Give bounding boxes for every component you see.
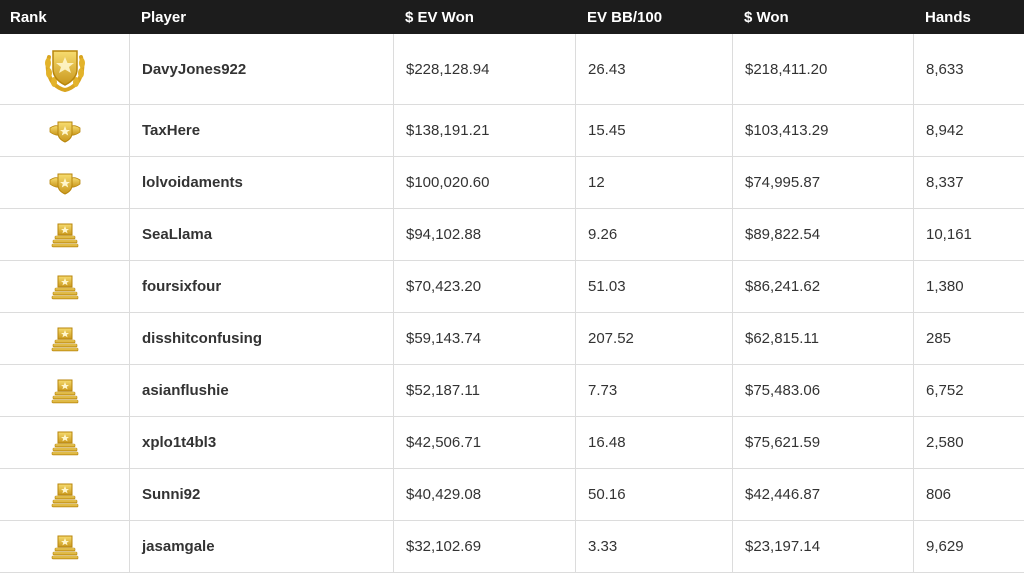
ev-bb100-value: 16.48 — [575, 417, 732, 468]
player-name[interactable]: disshitconfusing — [129, 313, 393, 364]
won-value: $42,446.87 — [732, 469, 913, 520]
ev-bb100-value: 3.33 — [575, 521, 732, 572]
player-name[interactable]: jasamgale — [129, 521, 393, 572]
table-row[interactable]: foursixfour $70,423.20 51.03 $86,241.62 1,38… — [0, 261, 1024, 313]
table-row[interactable]: disshitconfusing $59,143.74 207.52 $62,815.… — [0, 313, 1024, 365]
header-ev-bb100[interactable]: EV BB/100 — [587, 8, 663, 26]
ev-bb100-value: 9.26 — [575, 209, 732, 260]
won-value: $75,621.59 — [732, 417, 913, 468]
winged-badge-icon — [0, 157, 129, 208]
header-rank[interactable]: Rank — [10, 8, 47, 26]
table-row[interactable]: TaxHere $138,191.21 15.45 $103,413.29 8,942 — [0, 105, 1024, 157]
ev-bb100-value: 7.73 — [575, 365, 732, 416]
rank-plaque-icon — [0, 261, 129, 312]
hands-value: 6,752 — [913, 365, 1024, 416]
hands-value: 285 — [913, 313, 1024, 364]
table-header: Rank Player $ EV Won EV BB/100 $ Won Han… — [0, 0, 1024, 34]
header-won[interactable]: $ Won — [744, 8, 789, 26]
ev-won-value: $138,191.21 — [393, 105, 575, 156]
table-row[interactable]: DavyJones922 $228,128.94 26.43 $218,411.20 8… — [0, 34, 1024, 105]
won-value: $218,411.20 — [732, 34, 913, 104]
winged-badge-icon — [0, 105, 129, 156]
ev-won-value: $40,429.08 — [393, 469, 575, 520]
ev-won-value: $100,020.60 — [393, 157, 575, 208]
player-name[interactable]: TaxHere — [129, 105, 393, 156]
header-ev-won[interactable]: $ EV Won — [405, 8, 474, 26]
won-value: $86,241.62 — [732, 261, 913, 312]
player-name[interactable]: lolvoidaments — [129, 157, 393, 208]
player-name[interactable]: asianflushie — [129, 365, 393, 416]
ev-won-value: $52,187.11 — [393, 365, 575, 416]
ev-bb100-value: 15.45 — [575, 105, 732, 156]
hands-value: 10,161 — [913, 209, 1024, 260]
won-value: $89,822.54 — [732, 209, 913, 260]
ev-won-value: $42,506.71 — [393, 417, 575, 468]
table-row[interactable]: SeaLlama $94,102.88 9.26 $89,822.54 10,161 — [0, 209, 1024, 261]
won-value: $23,197.14 — [732, 521, 913, 572]
ev-bb100-value: 26.43 — [575, 34, 732, 104]
player-name[interactable]: foursixfour — [129, 261, 393, 312]
ev-bb100-value: 207.52 — [575, 313, 732, 364]
won-value: $62,815.11 — [732, 313, 913, 364]
ev-won-value: $70,423.20 — [393, 261, 575, 312]
header-player[interactable]: Player — [141, 8, 187, 26]
table-body: DavyJones922 $228,128.94 26.43 $218,411.20 8… — [0, 34, 1024, 573]
player-name[interactable]: Sunni92 — [129, 469, 393, 520]
table-row[interactable]: Sunni92 $40,429.08 50.16 $42,446.87 806 — [0, 469, 1024, 521]
hands-value: 8,942 — [913, 105, 1024, 156]
table-row[interactable]: asianflushie $52,187.11 7.73 $75,483.06 6,75… — [0, 365, 1024, 417]
rank-plaque-icon — [0, 417, 129, 468]
ev-won-value: $59,143.74 — [393, 313, 575, 364]
hands-value: 9,629 — [913, 521, 1024, 572]
table-row[interactable]: lolvoidaments $100,020.60 12 $74,995.87 8,33… — [0, 157, 1024, 209]
player-name[interactable]: SeaLlama — [129, 209, 393, 260]
ev-won-value: $228,128.94 — [393, 34, 575, 104]
player-name[interactable]: xplo1t4bl3 — [129, 417, 393, 468]
table-row[interactable]: xplo1t4bl3 $42,506.71 16.48 $75,621.59 2,580 — [0, 417, 1024, 469]
ev-won-value: $32,102.69 — [393, 521, 575, 572]
won-value: $75,483.06 — [732, 365, 913, 416]
player-name[interactable]: DavyJones922 — [129, 34, 393, 104]
hands-value: 1,380 — [913, 261, 1024, 312]
won-value: $74,995.87 — [732, 157, 913, 208]
rank-plaque-icon — [0, 313, 129, 364]
table-row[interactable]: jasamgale $32,102.69 3.33 $23,197.14 9,629 — [0, 521, 1024, 573]
rank-plaque-icon — [0, 469, 129, 520]
hands-value: 8,337 — [913, 157, 1024, 208]
hands-value: 2,580 — [913, 417, 1024, 468]
rank-plaque-icon — [0, 365, 129, 416]
ev-bb100-value: 51.03 — [575, 261, 732, 312]
hands-value: 8,633 — [913, 34, 1024, 104]
rank-plaque-icon — [0, 521, 129, 572]
laurel-shield-icon — [0, 34, 129, 104]
hands-value: 806 — [913, 469, 1024, 520]
rank-plaque-icon — [0, 209, 129, 260]
won-value: $103,413.29 — [732, 105, 913, 156]
header-hands[interactable]: Hands — [925, 8, 971, 26]
ev-won-value: $94,102.88 — [393, 209, 575, 260]
ev-bb100-value: 12 — [575, 157, 732, 208]
ev-bb100-value: 50.16 — [575, 469, 732, 520]
